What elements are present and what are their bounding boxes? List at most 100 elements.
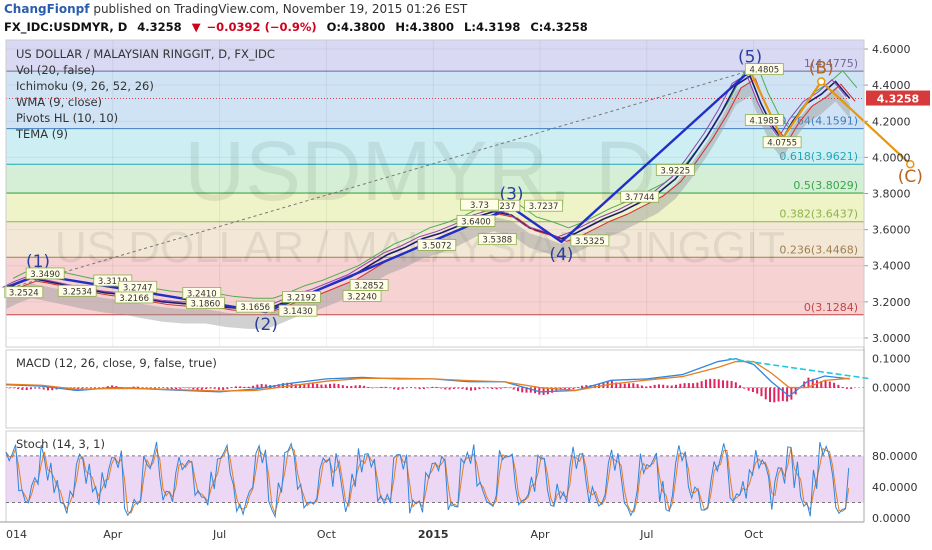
- wave-point: [906, 159, 915, 169]
- macd-histogram-bar: [841, 386, 844, 389]
- macd-histogram-bar: [585, 385, 588, 389]
- macd-histogram-bar: [222, 387, 225, 390]
- pivot-label-bg: [278, 304, 318, 317]
- macd-histogram-bar: [739, 385, 742, 389]
- macd-histogram-bar: [179, 387, 182, 389]
- y-tick-label: 3.2000: [872, 296, 911, 309]
- publish-header: ChangFionpf published on TradingView.com…: [4, 2, 467, 16]
- pivot-label-bg: [25, 267, 65, 280]
- pivot-label-bg: [4, 286, 44, 299]
- macd-histogram-bar: [427, 387, 430, 389]
- pivot-label-box: 3.7744: [620, 190, 660, 203]
- macd-histogram-bar: [94, 387, 97, 389]
- macd-histogram-bar: [239, 386, 242, 389]
- macd-histogram-bar: [670, 385, 673, 389]
- elliott-wave-label: (2): [254, 315, 278, 335]
- macd-histogram-bar: [405, 387, 408, 389]
- macd-histogram-bar: [764, 387, 767, 400]
- x-tick-label: Oct: [317, 528, 337, 541]
- pivot-label-bg: [417, 239, 457, 251]
- macd-histogram-bar: [12, 387, 15, 389]
- pivot-label-box: 3.5072: [417, 239, 457, 251]
- indicator-legend-item: Pivots HL (10, 10): [16, 111, 118, 125]
- macd-histogram-bar: [777, 387, 780, 402]
- macd-histogram-bar: [346, 386, 349, 389]
- pivot-label-box: 3.2534: [57, 284, 97, 297]
- pivot-label-text: 3.2192: [287, 293, 317, 303]
- macd-histogram-bar: [333, 383, 336, 389]
- macd-histogram-bar: [726, 380, 729, 389]
- stoch-k-line: [5, 441, 850, 519]
- macd-histogram-bar: [636, 384, 639, 389]
- macd-histogram-bar: [649, 385, 652, 389]
- pivot-label-text: 4.0755: [767, 139, 797, 149]
- change-value: −0.0392 (−0.9%): [206, 20, 317, 34]
- pivot-label-bg: [114, 291, 154, 304]
- x-tick-label: Jul: [639, 528, 653, 541]
- macd-histogram-bar: [414, 387, 417, 389]
- high-value: H:4.3800: [395, 20, 455, 34]
- macd-histogram-bar: [354, 385, 357, 389]
- last-price: 4.3258: [137, 20, 182, 34]
- macd-histogram-bar: [320, 384, 323, 389]
- abc-correction-line: [749, 70, 912, 166]
- indicator-legend-item: WMA (9, close): [16, 95, 102, 109]
- macd-histogram-bar: [422, 387, 425, 390]
- macd-histogram-bar: [25, 387, 28, 391]
- macd-histogram-bar: [431, 386, 434, 389]
- indicator-legend-item: TEMA (9): [15, 127, 68, 141]
- macd-histogram-bar: [743, 387, 746, 389]
- pivot-label-bg: [762, 136, 802, 149]
- pivot-label-box: 3.6400: [456, 214, 496, 227]
- macd-histogram-bar: [380, 386, 383, 389]
- y-tick-label: 4.4000: [872, 79, 911, 92]
- macd-histogram-bar: [563, 387, 566, 391]
- macd-histogram-bar: [679, 383, 682, 389]
- macd-histogram-bar: [837, 384, 840, 389]
- pivot-label-text: 3.2747: [123, 283, 153, 293]
- pivot-label-bg: [524, 199, 563, 212]
- fib-band: [6, 192, 864, 222]
- stoch-y-tick-label: 80.0000: [872, 450, 918, 463]
- y-tick-label: 3.0000: [872, 332, 911, 345]
- macd-histogram-bar: [51, 387, 54, 391]
- macd-histogram-bar: [645, 386, 648, 389]
- pivot-label-bg: [57, 284, 97, 297]
- pivot-label-bg: [235, 300, 275, 313]
- macd-histogram-bar: [790, 387, 793, 400]
- macd-histogram-bar: [482, 387, 485, 389]
- macd-histogram-bar: [521, 387, 524, 393]
- stoch-title: Stoch (14, 3, 1): [16, 437, 105, 451]
- macd-histogram-bar: [581, 385, 584, 389]
- macd-histogram-bar: [183, 387, 186, 389]
- open-value: O:4.3800: [326, 20, 386, 34]
- y-tick-label: 3.4000: [872, 260, 911, 273]
- ichimoku-cloud: [6, 81, 850, 329]
- macd-histogram-bar: [384, 386, 387, 389]
- macd-histogram-bar: [8, 387, 11, 389]
- published-text: published on TradingView.com, November 1…: [93, 2, 468, 16]
- fib-band: [6, 71, 864, 129]
- macd-histogram-bar: [478, 387, 481, 390]
- pivot-label-bg: [460, 198, 499, 211]
- pivot-label-box: 3.2852: [349, 279, 389, 292]
- macd-histogram-bar: [704, 379, 707, 389]
- macd-histogram-bar: [576, 387, 579, 389]
- pivot-label-text: 3.5388: [482, 236, 512, 246]
- indicator-legend-item: US DOLLAR / MALAYSIAN RINGGIT, D, FX_IDC: [16, 47, 275, 61]
- pivot-label-text: 4.4805: [749, 66, 779, 76]
- macd-histogram-bar: [217, 387, 220, 390]
- macd-histogram-bar: [516, 387, 519, 392]
- fib-band: [6, 164, 864, 193]
- pivot-label-bg: [342, 290, 382, 302]
- macd-histogram-bar: [286, 382, 289, 389]
- pivot-label-box: 3.5325: [570, 234, 610, 247]
- macd-histogram-bar: [504, 387, 507, 389]
- pivot-label-text: 3.1860: [190, 299, 220, 309]
- author-name[interactable]: ChangFionpf: [4, 2, 90, 16]
- pivot-label-text: 3.1430: [283, 307, 313, 317]
- macd-histogram-bar: [487, 387, 490, 389]
- pivot-label-box: 3.1656: [235, 300, 275, 313]
- macd-y-tick-label: 0.0000: [872, 382, 911, 395]
- close-value: C:4.3258: [530, 20, 588, 34]
